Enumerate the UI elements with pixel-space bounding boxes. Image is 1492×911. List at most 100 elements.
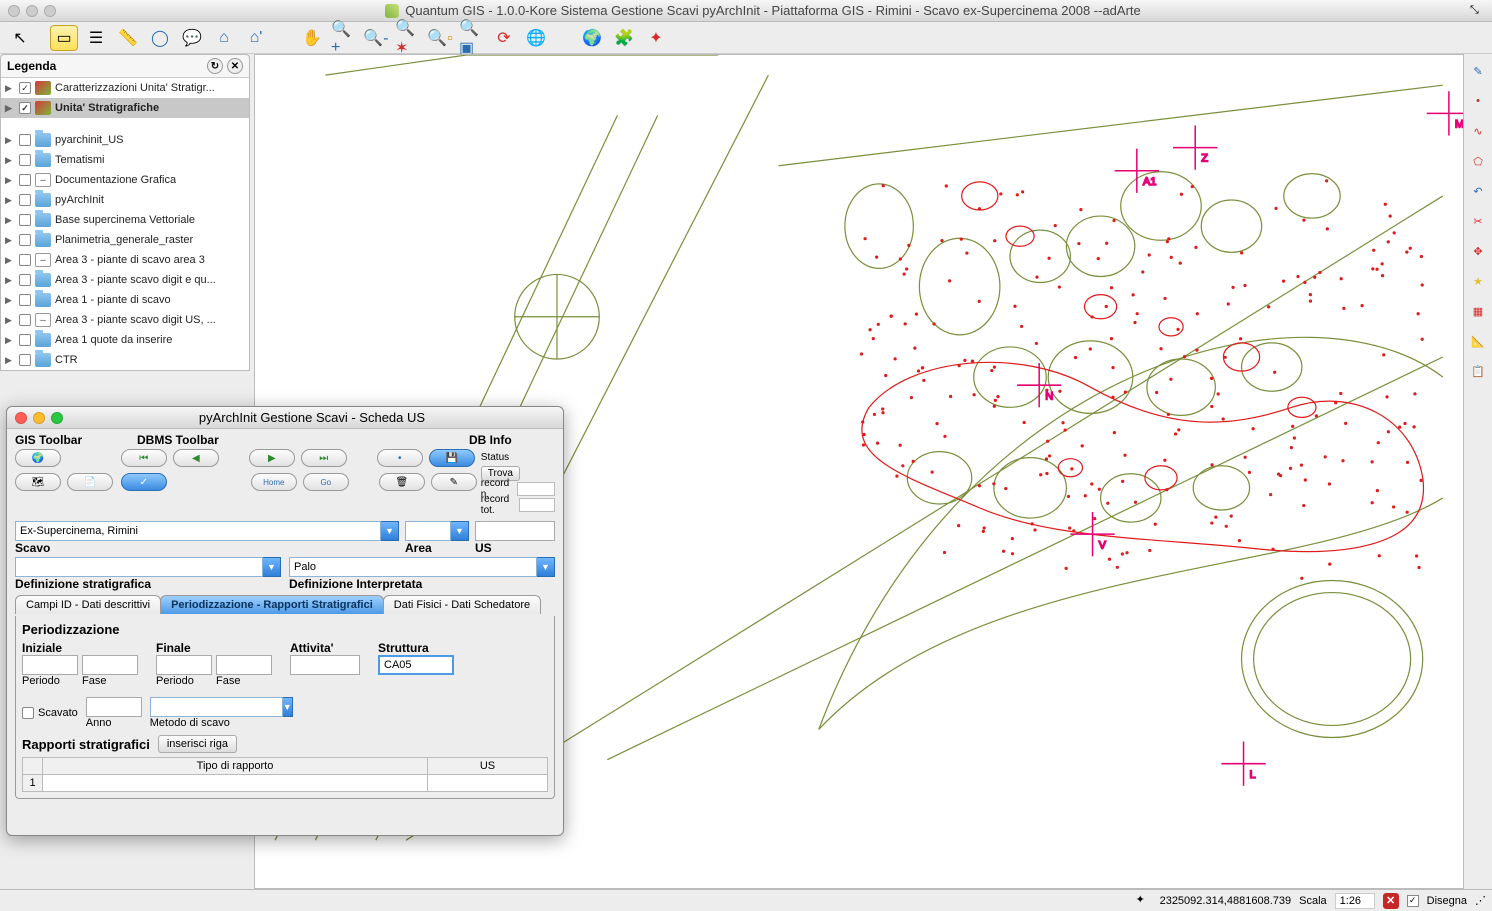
gis-pill-2[interactable]: 🗺 xyxy=(15,473,61,491)
defstrat-dropdown-icon[interactable]: ▼ xyxy=(263,557,281,577)
iniziale-periodo-input[interactable] xyxy=(22,655,78,675)
layer-checkbox[interactable] xyxy=(19,354,31,366)
layer-row[interactable]: ▶Area 3 - piante scavo digit US, ... xyxy=(1,310,249,330)
expand-icon[interactable]: ▶ xyxy=(5,103,15,114)
grid-icon[interactable]: ▦ xyxy=(1467,300,1489,322)
layer-row[interactable]: ▶CTR xyxy=(1,350,249,370)
expand-icon[interactable]: ▶ xyxy=(5,175,15,186)
edit-pill[interactable]: ✎ xyxy=(431,473,477,491)
legend-close-icon[interactable]: ✕ xyxy=(227,58,243,74)
move-feature-icon[interactable]: ✥ xyxy=(1467,240,1489,262)
layer-checkbox[interactable] xyxy=(19,134,31,146)
layer-checkbox[interactable] xyxy=(19,82,31,94)
gis-pill-1[interactable]: 🌍 xyxy=(15,449,61,467)
us-header[interactable]: US xyxy=(428,758,548,775)
save-record-button[interactable]: 💾 xyxy=(429,449,475,467)
us-cell-1[interactable] xyxy=(428,775,548,792)
zoom-in-icon[interactable]: 🔍+ xyxy=(330,25,358,51)
next-record-button[interactable]: ▶ xyxy=(249,449,295,467)
compass-icon[interactable]: ✦ xyxy=(642,25,670,51)
tipo-rapporto-cell-1[interactable] xyxy=(43,775,428,792)
layer-row[interactable]: ▶pyArchInit xyxy=(1,190,249,210)
struttura-input[interactable] xyxy=(378,655,454,675)
zoom-home-icon[interactable]: ⌂ xyxy=(210,25,238,51)
layer-checkbox[interactable] xyxy=(19,254,31,266)
prev-record-button[interactable]: ◀ xyxy=(173,449,219,467)
expand-icon[interactable]: ▶ xyxy=(5,83,15,94)
expand-icon[interactable]: ▶ xyxy=(5,335,15,346)
layer-row[interactable]: ▶pyarchinit_US xyxy=(1,130,249,150)
expand-icon[interactable]: ▶ xyxy=(5,135,15,146)
zoom-layer-icon[interactable]: 🔍▣ xyxy=(458,25,486,51)
dialog-zoom-button[interactable] xyxy=(51,412,63,424)
legend-body[interactable]: ▶Caratterizzazioni Unita' Stratigr...▶Un… xyxy=(1,77,249,370)
layer-row[interactable]: ▶Tematismi xyxy=(1,150,249,170)
home-pill[interactable]: Home xyxy=(251,473,297,491)
defint-dropdown-icon[interactable]: ▼ xyxy=(537,557,555,577)
layer-checkbox[interactable] xyxy=(19,174,31,186)
attribute-table-icon[interactable]: ☰ xyxy=(82,25,110,51)
layer-row[interactable]: ▶Planimetria_generale_raster xyxy=(1,230,249,250)
metodo-input[interactable] xyxy=(150,697,283,717)
pan-tool-icon[interactable]: ✋ xyxy=(298,25,326,51)
dialog-minimize-button[interactable] xyxy=(33,412,45,424)
defint-input[interactable] xyxy=(289,557,537,577)
add-line-icon[interactable]: ∿ xyxy=(1467,120,1489,142)
layer-checkbox[interactable] xyxy=(19,274,31,286)
stop-render-icon[interactable]: ✕ xyxy=(1383,893,1399,909)
delete-pill[interactable]: 🗑 xyxy=(379,473,425,491)
last-record-button[interactable]: ⏭ xyxy=(301,449,347,467)
layer-checkbox[interactable] xyxy=(19,154,31,166)
minimize-window-button[interactable] xyxy=(26,5,38,17)
finale-fase-input[interactable] xyxy=(216,655,272,675)
expand-icon[interactable]: ▶ xyxy=(5,275,15,286)
defstrat-input[interactable] xyxy=(15,557,263,577)
layer-checkbox[interactable] xyxy=(19,234,31,246)
measure-area-icon[interactable]: ◯ xyxy=(146,25,174,51)
crs-icon[interactable]: ✦ xyxy=(1136,893,1152,909)
expand-icon[interactable]: ▶ xyxy=(5,255,15,266)
zoom-out-icon[interactable]: 🔍- xyxy=(362,25,390,51)
layer-row[interactable]: ▶Area 1 - piante di scavo xyxy=(1,290,249,310)
us-input[interactable] xyxy=(475,521,555,541)
defint-combo[interactable]: ▼ xyxy=(289,557,555,577)
scavato-checkbox[interactable]: Scavato xyxy=(22,707,78,719)
layer-row[interactable]: ▶Caratterizzazioni Unita' Stratigr... xyxy=(1,78,249,98)
scavo-combo[interactable]: ▼ xyxy=(15,521,399,541)
layer-checkbox[interactable] xyxy=(19,294,31,306)
expand-icon[interactable]: ▶ xyxy=(5,295,15,306)
zoom-selection-icon[interactable]: 🔍▫ xyxy=(426,25,454,51)
scavo-input[interactable] xyxy=(15,521,381,541)
expand-icon[interactable]: ▶ xyxy=(5,195,15,206)
measure-line-icon[interactable]: 📏 xyxy=(114,25,142,51)
add-polygon-icon[interactable]: ⬠ xyxy=(1467,150,1489,172)
area-input[interactable] xyxy=(405,521,451,541)
layer-checkbox[interactable] xyxy=(19,194,31,206)
identify-icon[interactable]: 💬 xyxy=(178,25,206,51)
dbms-check-button[interactable]: ✓ xyxy=(121,473,167,491)
zoom-window-button[interactable] xyxy=(44,5,56,17)
metodo-dropdown-icon[interactable]: ▼ xyxy=(283,697,293,717)
expand-icon[interactable]: ▶ xyxy=(5,215,15,226)
new-record-pill[interactable]: • xyxy=(377,449,423,467)
expand-icon[interactable]: ▶ xyxy=(5,315,15,326)
layer-checkbox[interactable] xyxy=(19,314,31,326)
layer-checkbox[interactable] xyxy=(19,214,31,226)
plugin-icon[interactable]: 🧩 xyxy=(610,25,638,51)
pointer-tool-icon[interactable]: ↖ xyxy=(6,25,34,51)
close-window-button[interactable] xyxy=(8,5,20,17)
star-icon[interactable]: ★ xyxy=(1467,270,1489,292)
iniziale-fase-input[interactable] xyxy=(82,655,138,675)
tab-campi-id[interactable]: Campi ID - Dati descrittivi xyxy=(15,595,161,614)
area-combo[interactable]: ▼ xyxy=(405,521,469,541)
render-checkbox[interactable]: ✓ xyxy=(1407,895,1419,907)
defstrat-combo[interactable]: ▼ xyxy=(15,557,281,577)
metodo-combo[interactable]: ▼ xyxy=(150,697,280,717)
expand-icon[interactable]: ▶ xyxy=(5,355,15,366)
expand-icon[interactable]: ▶ xyxy=(5,235,15,246)
first-record-button[interactable]: ⏮ xyxy=(121,449,167,467)
ruler-icon[interactable]: 📐 xyxy=(1467,330,1489,352)
wms-icon[interactable]: 🌍 xyxy=(578,25,606,51)
expand-icon[interactable]: ▶ xyxy=(5,155,15,166)
gis-pill-3[interactable]: 📄 xyxy=(67,473,113,491)
